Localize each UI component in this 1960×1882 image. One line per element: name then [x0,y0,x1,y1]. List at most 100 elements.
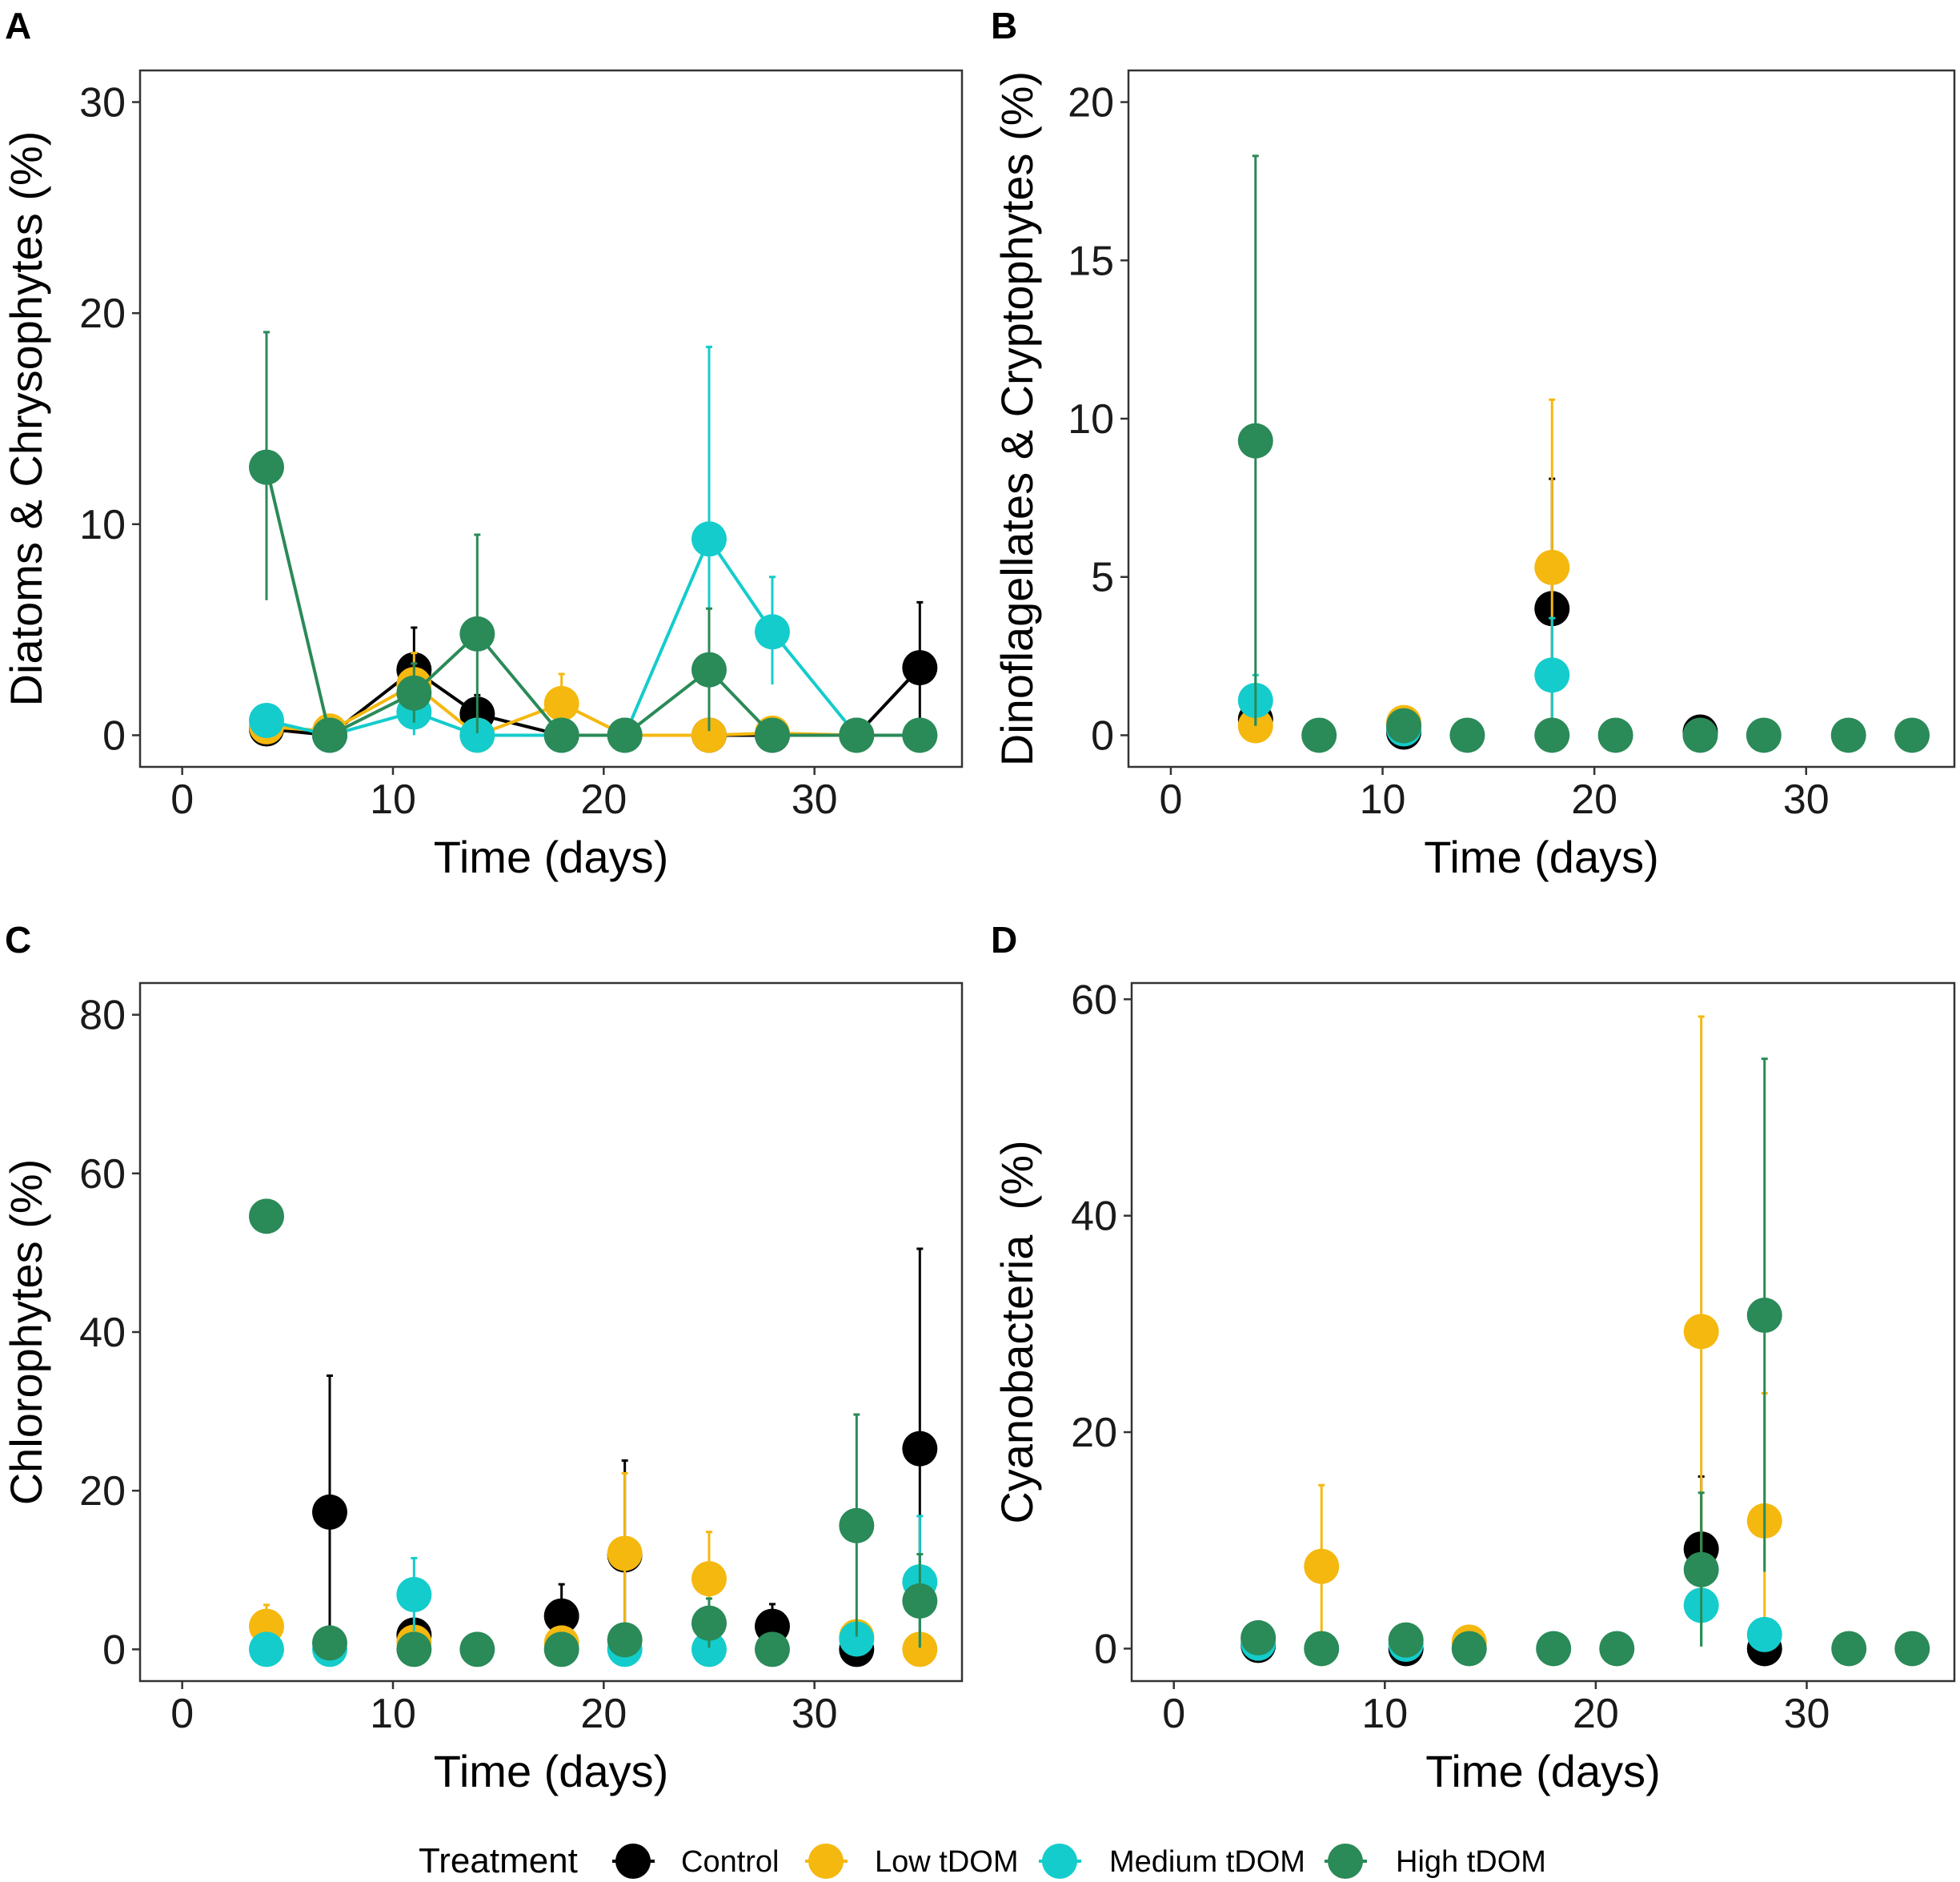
data-point-medium-tdom [839,1621,875,1657]
data-point-high-tdom [1599,1631,1635,1667]
data-point-high-tdom [1746,717,1782,753]
y-tick-label: 30 [79,80,126,126]
y-tick-label: 0 [102,712,126,759]
data-point-medium-tdom [249,703,284,738]
data-point-high-tdom [607,717,643,753]
panel-c: 0 20 40 60 80 0 10 20 30 Time (days) Chlorophytes … [1,919,964,1796]
data-point-high-tdom [1388,1622,1424,1658]
y-axis-title: Dinoflagellates & Cryptophytes (%) [992,71,1042,766]
legend-item-medium-tdom: Medium tDOM [1039,1844,1305,1879]
data-point-low-tdom [1534,549,1570,585]
panel-a: 0 10 20 30 0 10 20 30 Time (days) Diatoms & Chrys… [1,5,964,882]
y-tick-label: 40 [1071,1194,1117,1240]
data-point-high-tdom [1237,423,1273,459]
data-point-high-tdom [459,616,495,652]
legend: Treatment Control Low tDOM Medium tDOM H… [419,1841,1546,1880]
data-point-high-tdom [1534,717,1570,753]
y-tick-label: 10 [1068,396,1114,443]
data-point-low-tdom [691,717,727,753]
data-point-low-tdom [691,1561,727,1597]
data-point-high-tdom [249,449,284,485]
data-point-medium-tdom [249,1631,284,1667]
y-tick-label: 15 [1068,238,1114,284]
y-tick-label: 80 [79,993,126,1039]
series-low-tdom [249,1471,938,1667]
data-point-low-tdom [1304,1548,1340,1584]
x-tick-label: 30 [1784,1691,1830,1737]
data-point-medium-tdom [755,614,790,650]
data-point-high-tdom [607,1622,643,1658]
data-point-high-tdom [755,717,790,753]
data-point-high-tdom [396,675,432,711]
data-point-medium-tdom [691,1631,727,1667]
series-control [1237,477,1718,750]
legend-key-dot [615,1844,651,1879]
legend-label-high-tdom: High tDOM [1396,1845,1546,1879]
data-point-high-tdom [1831,1631,1867,1667]
x-tick-label: 0 [1159,776,1182,823]
x-tick-label: 10 [1360,776,1406,823]
legend-item-low-tdom: Low tDOM [805,1844,1018,1879]
panel-c-letter: C [5,919,31,961]
data-point-high-tdom [1451,1631,1487,1667]
x-tick-label: 20 [580,1691,627,1737]
series-line-high-tdom [265,467,920,738]
y-tick-label: 20 [1068,80,1114,126]
data-point-high-tdom [1301,717,1337,753]
data-point-high-tdom [1830,717,1866,753]
plot-frame [1130,981,1956,1683]
x-axis-title: Time (days) [1425,1746,1661,1796]
series-low-tdom [1237,398,1570,744]
legend-key-dot [1328,1844,1363,1879]
plot-frame [138,981,964,1683]
series-high-tdom [1241,1057,1930,1667]
panel-a-letter: A [5,5,31,46]
data-point-high-tdom [902,717,938,753]
series-low-tdom [249,652,938,753]
legend-item-high-tdom: High tDOM [1325,1844,1546,1879]
data-point-high-tdom [1746,1298,1782,1334]
x-axis-title: Time (days) [434,1746,669,1796]
data-point-high-tdom [1304,1631,1340,1667]
data-point-high-tdom [1894,1631,1930,1667]
panel-d: 0 20 40 60 0 10 20 30 Time (days) Cyanobacteria (… [991,919,1956,1796]
x-tick-label: 10 [1361,1691,1408,1737]
data-point-high-tdom [543,1631,579,1667]
panel-d-letter: D [991,919,1017,961]
data-point-control [902,650,938,686]
data-point-high-tdom [1536,1631,1572,1667]
series-high-tdom [249,331,938,753]
data-point-high-tdom [249,1198,284,1234]
legend-label-control: Control [681,1845,780,1879]
data-point-high-tdom [691,652,727,688]
y-tick-label: 60 [79,1151,126,1198]
series-medium-tdom [249,345,938,753]
data-point-control [902,1431,938,1467]
data-point-medium-tdom [1534,657,1570,693]
y-tick-label: 20 [79,291,126,337]
y-tick-label: 40 [79,1310,126,1356]
series-high-tdom [249,1198,938,1667]
x-tick-label: 0 [1162,1691,1185,1737]
x-tick-label: 30 [792,776,838,823]
x-tick-label: 30 [792,1691,838,1737]
data-point-control [312,1494,347,1530]
y-tick-label: 0 [1094,1626,1117,1672]
data-point-high-tdom [1386,708,1421,744]
y-axis-title: Cyanobacteria (%) [992,1140,1042,1523]
data-point-low-tdom [902,1631,938,1667]
y-tick-label: 10 [79,502,126,548]
data-point-high-tdom [1682,717,1718,753]
data-point-high-tdom [902,1583,938,1619]
x-tick-label: 10 [370,1691,416,1737]
data-point-low-tdom [1683,1314,1719,1350]
x-axis-title: Time (days) [1424,832,1659,882]
data-point-high-tdom [1449,717,1485,753]
y-tick-label: 0 [1091,712,1114,759]
data-point-low-tdom [607,1535,643,1571]
data-point-medium-tdom [691,521,727,557]
legend-item-control: Control [612,1844,780,1879]
plot-frame [138,69,964,768]
data-point-high-tdom [1241,1619,1277,1655]
